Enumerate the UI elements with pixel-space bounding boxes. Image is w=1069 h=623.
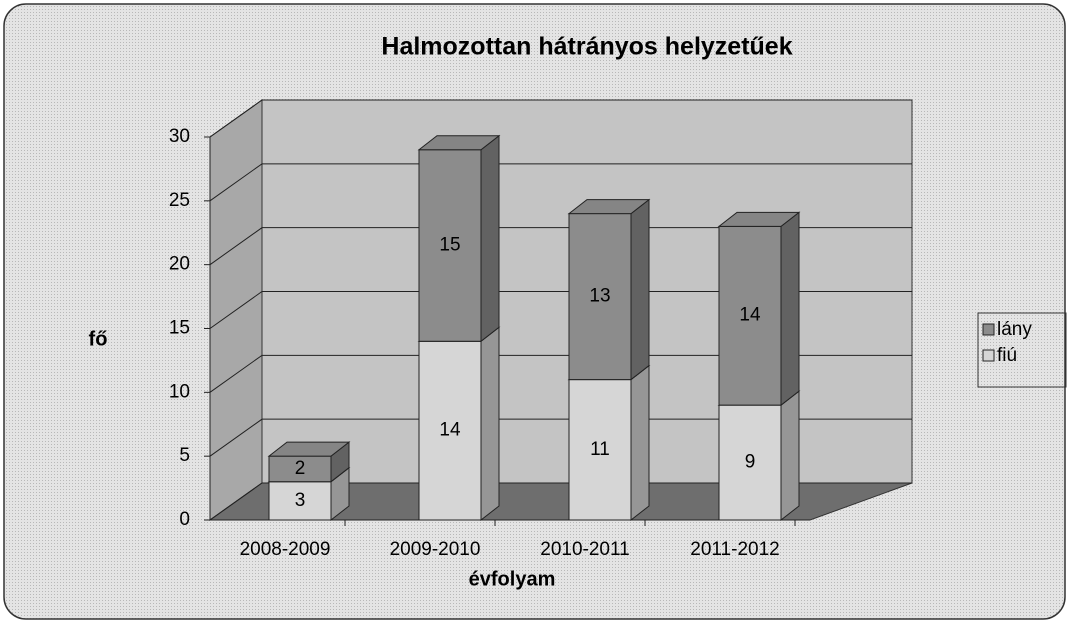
data-label: 9 xyxy=(745,452,756,473)
bar-side xyxy=(480,134,500,343)
chart-title: Halmozottan hátrányos helyzetűek xyxy=(381,33,792,61)
data-label: 11 xyxy=(590,439,610,460)
bar-side xyxy=(480,326,500,522)
bar-side xyxy=(630,364,650,522)
bar-top xyxy=(567,199,651,215)
bar xyxy=(718,404,782,521)
legend-swatch xyxy=(982,349,995,362)
y-tick-label: 10 xyxy=(169,381,190,402)
y-tick-label: 25 xyxy=(169,190,190,211)
grid-line xyxy=(209,482,912,521)
y-tick-label: 30 xyxy=(169,126,190,147)
bar-side xyxy=(630,198,650,381)
y-tick-label: 15 xyxy=(169,318,190,339)
legend-box xyxy=(977,312,1067,388)
y-axis-label: fő xyxy=(89,328,108,350)
bar-side xyxy=(780,211,800,407)
bar-top xyxy=(267,441,351,457)
data-label: 14 xyxy=(439,420,461,441)
data-label: 13 xyxy=(589,286,610,307)
x-tick-label: 2010-2011 xyxy=(540,539,629,560)
grid-line xyxy=(209,163,912,202)
bar xyxy=(268,455,332,483)
x-tick-label: 2008-2009 xyxy=(240,539,331,560)
bar-top xyxy=(717,211,801,227)
y-tick-label: 5 xyxy=(179,445,190,466)
legend-label: lány xyxy=(997,319,1032,340)
grid-line xyxy=(209,418,912,457)
bar-side xyxy=(780,390,800,522)
bar xyxy=(718,225,782,406)
x-tick-label: 2011-2012 xyxy=(690,539,779,560)
bar xyxy=(418,340,482,521)
x-tick-label: 2009-2010 xyxy=(390,539,481,560)
data-label: 2 xyxy=(295,458,306,479)
y-tick-label: 0 xyxy=(179,509,190,530)
bar xyxy=(418,149,482,342)
data-label: 14 xyxy=(739,305,761,326)
legend-label: fiú xyxy=(997,345,1017,366)
grid-line xyxy=(209,354,912,393)
grid-line xyxy=(209,227,912,266)
x-axis-label: évfolyam xyxy=(469,568,556,590)
bar-top xyxy=(417,135,501,151)
bar xyxy=(568,213,632,381)
grid-line xyxy=(209,99,912,138)
data-label: 15 xyxy=(439,235,460,256)
bar xyxy=(268,481,332,521)
bar xyxy=(568,379,632,521)
y-tick-label: 20 xyxy=(169,254,190,275)
grid-line xyxy=(209,291,912,329)
legend-swatch xyxy=(982,323,995,336)
data-label: 3 xyxy=(295,490,306,511)
